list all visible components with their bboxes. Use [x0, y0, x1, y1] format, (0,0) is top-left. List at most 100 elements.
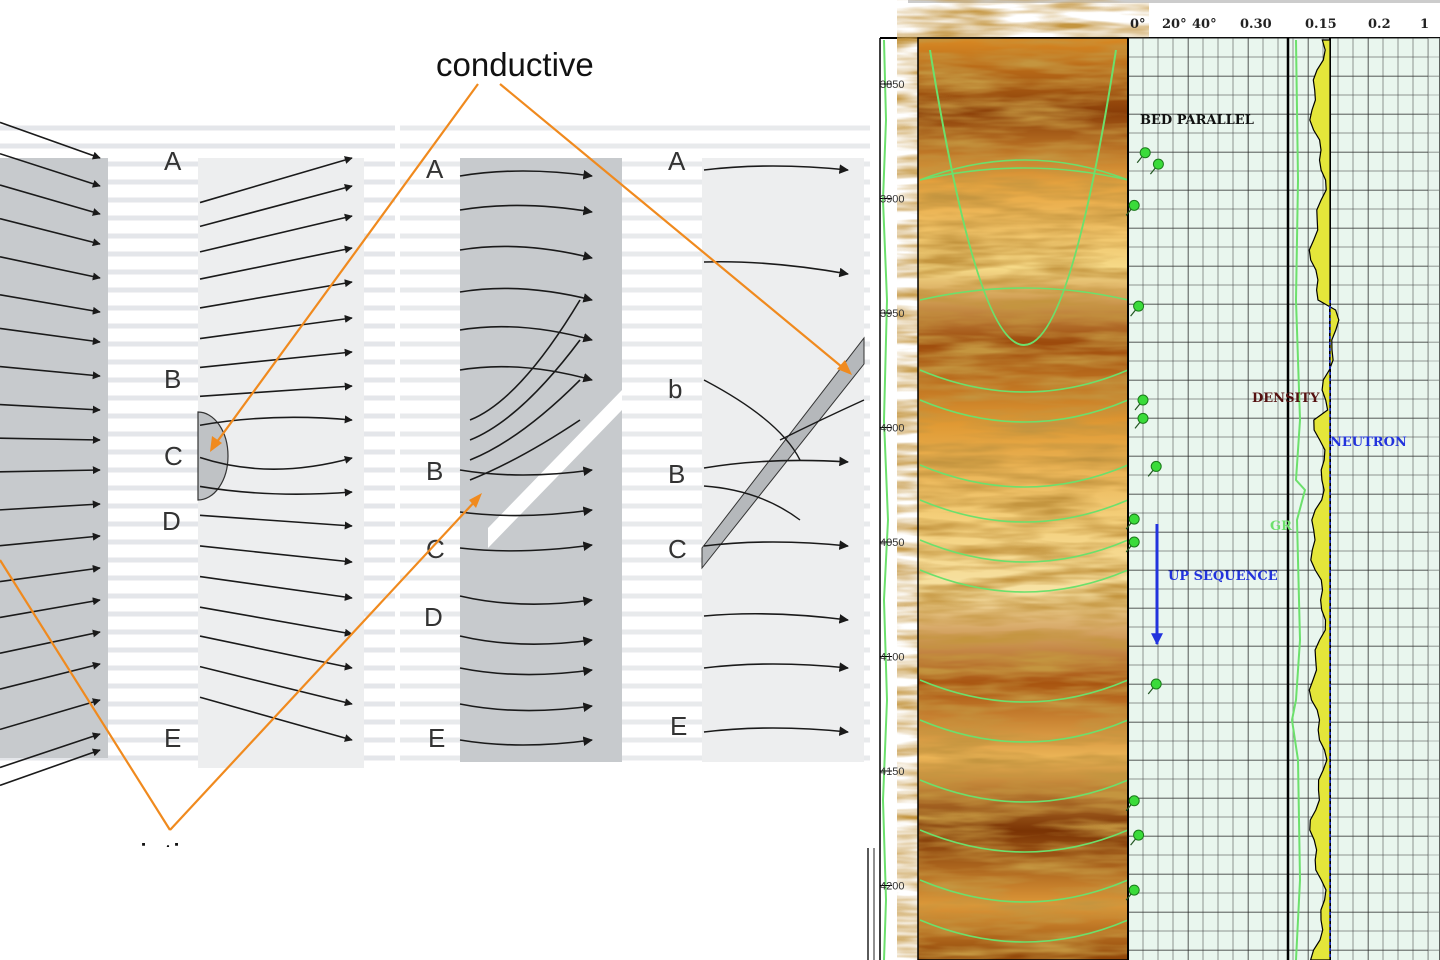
field-line [469, 379, 581, 461]
sinusoid-pick [919, 719, 1129, 743]
field-line [0, 217, 101, 247]
resistive-label: resistive [94, 837, 215, 874]
field-line [199, 485, 353, 497]
field-line [199, 415, 353, 427]
sinusoid-pick [919, 369, 1129, 393]
field-line [199, 382, 353, 398]
field-line [0, 435, 101, 444]
conductive-inclusion [197, 411, 229, 501]
field-line [703, 456, 849, 469]
resistive-arrowhead [469, 493, 482, 508]
sinusoid-pick [919, 539, 1129, 563]
borehole-image-track [917, 37, 1129, 960]
field-line [0, 365, 101, 380]
field-line [703, 379, 801, 461]
field-line [199, 213, 353, 253]
field-line [0, 565, 101, 583]
panel2-label-c: C [426, 534, 445, 564]
up-sequence-label: UP SEQUENCE [1168, 569, 1278, 584]
conductive-layer [701, 336, 865, 570]
field-line [0, 661, 101, 690]
dip-tadpole [1133, 829, 1145, 841]
conductive-leader-2 [499, 83, 849, 373]
sinusoid-pick [929, 49, 1117, 346]
panel1-label-d: D [162, 506, 181, 536]
panel3-label-c: C [668, 534, 687, 564]
density-neutron-crossover [1308, 39, 1340, 960]
dip-tadpole [1150, 460, 1162, 472]
field-line [0, 152, 101, 188]
sinusoid-picks [919, 49, 1129, 943]
sinusoid-pick [919, 464, 1129, 488]
dip-tadpole [1128, 199, 1140, 211]
depth-label: 4000 [880, 423, 904, 435]
field-line [199, 348, 353, 369]
dip-tadpole [1137, 412, 1149, 424]
field-line [703, 662, 849, 672]
panel1-label-e: E [164, 723, 181, 753]
resistive-layer [488, 390, 622, 548]
dip-tadpole [1150, 678, 1162, 690]
field-line [199, 665, 353, 707]
dip-tadpole [1137, 394, 1149, 406]
panel3-label-a: A [668, 146, 686, 176]
panel2-label-b: B [426, 456, 443, 486]
depth-label: 4050 [880, 537, 904, 549]
field-line [199, 635, 353, 671]
density-label: DENSITY [1252, 391, 1320, 406]
panel2-label-d: D [424, 602, 443, 632]
field-line [199, 456, 353, 470]
field-line [0, 748, 101, 787]
field-line [199, 514, 353, 530]
depth-label: 3950 [880, 308, 904, 320]
field-line [0, 327, 101, 345]
annotation-group: conductive resistive [0, 46, 852, 874]
field-line [199, 245, 353, 280]
sinusoid-pick [919, 569, 1129, 593]
field-line [459, 702, 593, 712]
panel1-label-a: A [164, 146, 182, 176]
scale-20deg: 20° [1162, 17, 1187, 32]
field-line [703, 260, 849, 278]
depth-label: 4100 [880, 652, 904, 664]
scale-015: 0.15 [1305, 17, 1337, 32]
field-line [703, 485, 801, 521]
panel3-label-b: B [668, 459, 685, 489]
sinusoid-pick [919, 779, 1129, 803]
field-line [459, 595, 593, 606]
field-line [469, 299, 581, 421]
field-line [0, 255, 101, 281]
resistive-leader-1 [0, 559, 171, 831]
field-line [459, 736, 593, 746]
field-line [459, 466, 593, 476]
field-line [199, 575, 353, 601]
field-line [703, 164, 849, 174]
field-line [0, 121, 101, 160]
conductive-arrowhead-2 [837, 360, 852, 375]
field-line [779, 399, 865, 441]
field-line [459, 325, 593, 343]
scale-1: 1 [1420, 17, 1429, 32]
dip-tadpole [1128, 536, 1140, 548]
caliper-curve [881, 39, 890, 960]
scale-030: 0.30 [1240, 17, 1272, 32]
panel1-label-c: C [164, 441, 183, 471]
field-line [459, 170, 593, 180]
field-line [199, 183, 353, 228]
field-line [459, 635, 593, 646]
sinusoid-pick [919, 399, 1129, 423]
field-line [703, 612, 849, 624]
dip-tadpole [1128, 884, 1140, 896]
conductive-label: conductive [436, 46, 594, 83]
field-line [199, 314, 353, 340]
field-line [199, 606, 353, 637]
panel3-label-e: E [670, 711, 687, 741]
scale-0deg: 0° [1130, 17, 1146, 32]
field-diagram-panel-2: A B C D E [424, 154, 622, 762]
field-line [459, 541, 593, 552]
dip-tadpole [1139, 147, 1151, 159]
bed-parallel-label: BED PARALLEL [1140, 113, 1254, 128]
resistive-label-clip: resistive [94, 837, 215, 874]
